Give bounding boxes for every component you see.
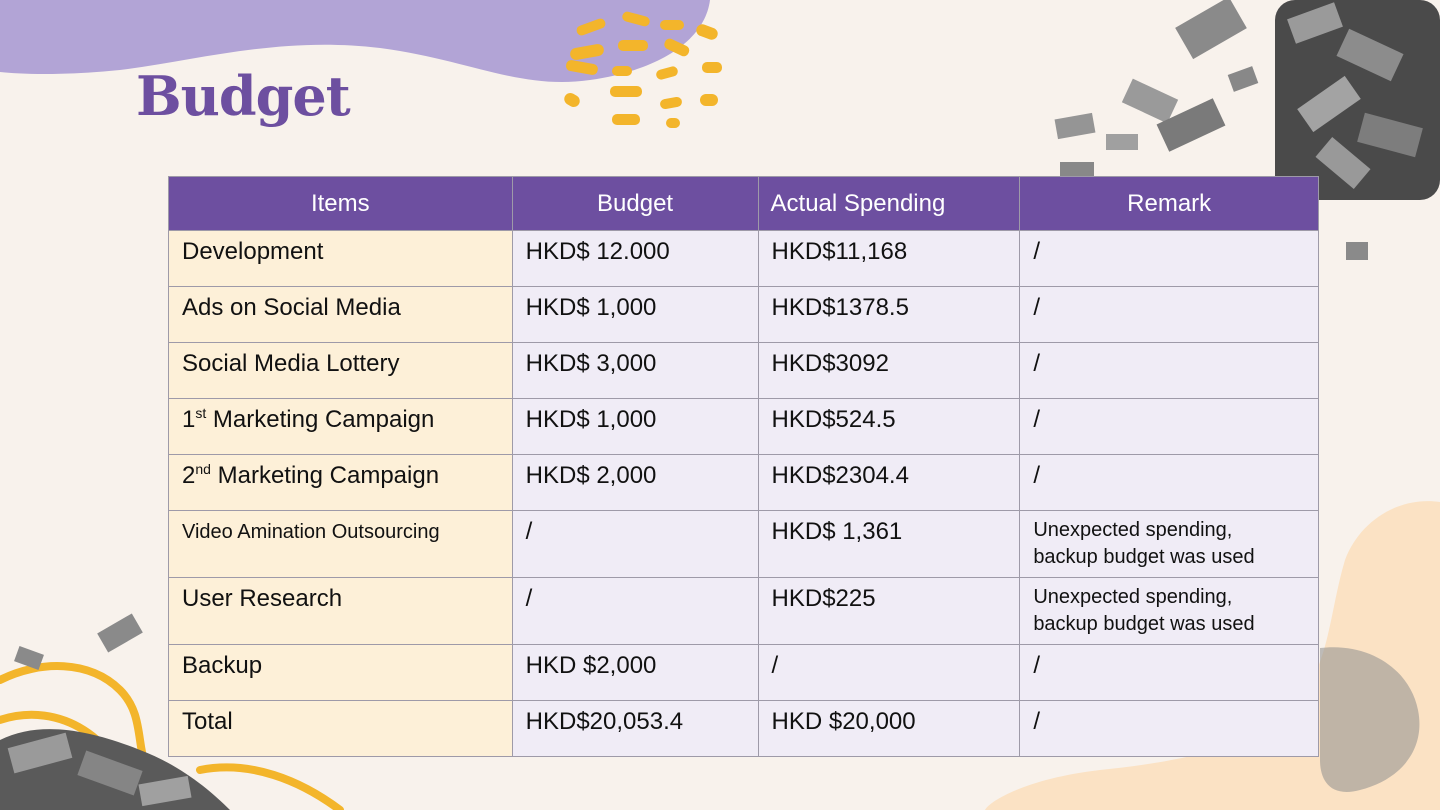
item-ordinal-suffix: st <box>195 405 207 421</box>
budget-cell: HKD$ 3,000 <box>511 342 759 399</box>
actual-cell: HKD$225 <box>757 577 1021 645</box>
remark-cell: Unexpected spending, backup budget was us… <box>1019 577 1319 645</box>
item-cell: Video Amination Outsourcing <box>168 510 513 578</box>
item-ordinal-suffix: nd <box>195 461 211 477</box>
actual-cell: HKD$ 1,361 <box>757 510 1021 578</box>
actual-cell: HKD$1378.5 <box>757 286 1021 343</box>
budget-cell: / <box>511 510 759 578</box>
actual-cell: / <box>757 644 1021 701</box>
remark-line: Unexpected spending, <box>1033 519 1233 541</box>
header-budget: Budget <box>511 176 759 231</box>
table-row: User Research / HKD$225 Unexpected spend… <box>168 577 1319 645</box>
table-row: 2nd Marketing Campaign HKD$ 2,000 HKD$23… <box>168 454 1319 511</box>
table-row: Backup HKD $2,000 / / <box>168 644 1319 701</box>
purple-blob <box>0 0 710 83</box>
header-items: Items <box>168 176 513 231</box>
item-cell: Total <box>168 700 513 757</box>
money-pile-top-right <box>1054 0 1440 260</box>
actual-cell: HKD$11,168 <box>757 230 1021 287</box>
item-cell: User Research <box>168 577 513 645</box>
remark-cell: / <box>1019 230 1319 287</box>
budget-cell: / <box>511 577 759 645</box>
table-row: Ads on Social Media HKD$ 1,000 HKD$1378.… <box>168 286 1319 343</box>
header-actual-spending: Actual Spending <box>757 176 1021 231</box>
remark-cell: Unexpected spending, backup budget was us… <box>1019 510 1319 578</box>
actual-cell: HKD$2304.4 <box>757 454 1021 511</box>
item-number: 2 <box>182 462 196 489</box>
header-remark: Remark <box>1019 176 1319 231</box>
table-row: Development HKD$ 12.000 HKD$11,168 / <box>168 230 1319 287</box>
remark-cell: / <box>1019 286 1319 343</box>
table-row: Total HKD$20,053.4 HKD $20,000 / <box>168 700 1319 757</box>
page-title: Budget <box>136 64 351 128</box>
item-cell: Social Media Lottery <box>168 342 513 399</box>
budget-table: Items Budget Actual Spending Remark Deve… <box>168 176 1319 757</box>
gray-shadow-blob <box>1320 647 1420 792</box>
item-cell: 1st Marketing Campaign <box>168 398 513 455</box>
budget-cell: HKD$20,053.4 <box>511 700 759 757</box>
remark-cell: / <box>1019 342 1319 399</box>
table-row: 1st Marketing Campaign HKD$ 1,000 HKD$52… <box>168 398 1319 455</box>
budget-cell: HKD $2,000 <box>511 644 759 701</box>
budget-cell: HKD$ 1,000 <box>511 286 759 343</box>
actual-cell: HKD $20,000 <box>757 700 1021 757</box>
remark-cell: / <box>1019 454 1319 511</box>
item-cell: Development <box>168 230 513 287</box>
item-cell: Ads on Social Media <box>168 286 513 343</box>
budget-cell: HKD$ 12.000 <box>511 230 759 287</box>
item-cell: Backup <box>168 644 513 701</box>
item-number: 1 <box>182 406 196 433</box>
table-row: Video Amination Outsourcing / HKD$ 1,361… <box>168 510 1319 578</box>
remark-cell: / <box>1019 700 1319 757</box>
budget-cell: HKD$ 2,000 <box>511 454 759 511</box>
remark-line: backup budget was used <box>1033 613 1255 635</box>
remark-line: Unexpected spending, <box>1033 586 1233 608</box>
remark-line: backup budget was used <box>1033 546 1255 568</box>
table-row: Social Media Lottery HKD$ 3,000 HKD$3092… <box>168 342 1319 399</box>
yellow-brush-strokes <box>564 11 722 128</box>
remark-cell: / <box>1019 398 1319 455</box>
budget-cell: HKD$ 1,000 <box>511 398 759 455</box>
table-header-row: Items Budget Actual Spending Remark <box>168 176 1319 231</box>
item-label: Marketing Campaign <box>206 406 435 433</box>
item-label: Marketing Campaign <box>210 462 440 489</box>
actual-cell: HKD$524.5 <box>757 398 1021 455</box>
remark-cell: / <box>1019 644 1319 701</box>
money-pile-bottom-left <box>0 613 230 810</box>
item-cell: 2nd Marketing Campaign <box>168 454 513 511</box>
actual-cell: HKD$3092 <box>757 342 1021 399</box>
